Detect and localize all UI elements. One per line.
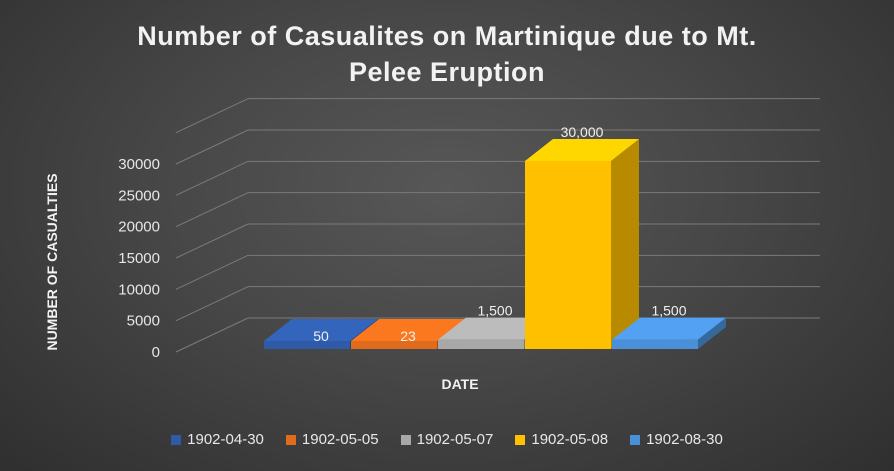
bar-0 (264, 341, 350, 349)
legend-item-4: 1902-08-30 (630, 431, 723, 448)
y-tick-label-1: 5000 (127, 313, 160, 330)
legend-swatch-2 (400, 434, 411, 445)
bar-side-3 (611, 139, 639, 349)
bar-top-3 (525, 139, 639, 161)
legend-swatch-1 (285, 434, 296, 445)
grid-diagonal-4 (175, 192, 249, 228)
y-tick-label-5: 25000 (118, 187, 160, 204)
chart-title: Number of Casualites on Martinique due t… (0, 18, 894, 90)
grid-diagonal-0 (175, 317, 249, 353)
bar-4 (612, 339, 698, 349)
grid-diagonal-6 (175, 129, 249, 165)
bar-top-1 (351, 319, 465, 341)
grid-diagonal-1 (175, 286, 249, 322)
bar-2 (438, 339, 524, 349)
y-axis-title: NUMBER OF CASUALTIES (44, 173, 60, 351)
y-tick-label-4: 20000 (118, 219, 160, 236)
legend-label-2: 1902-05-07 (416, 431, 494, 448)
legend-item-2: 1902-05-07 (400, 431, 494, 448)
legend-item-0: 1902-04-30 (171, 431, 264, 448)
data-label-3: 30,000 (561, 124, 604, 140)
chart-title-line-1: Number of Casualites on Martinique due t… (137, 21, 757, 51)
chart-title-line-2: Pelee Eruption (348, 57, 546, 87)
y-tick-label-6: 30000 (118, 156, 160, 173)
x-axis-title: DATE (441, 376, 479, 392)
bar-side-4 (698, 317, 726, 349)
bar-3 (525, 161, 611, 349)
grid-diagonal-3 (175, 223, 249, 259)
data-label-0: 50 (313, 328, 329, 344)
legend-label-4: 1902-08-30 (646, 431, 723, 448)
legend-swatch-4 (630, 434, 641, 445)
legend-label-1: 1902-05-05 (301, 431, 379, 448)
data-label-1: 23 (400, 328, 416, 344)
data-label-4: 1,500 (651, 303, 686, 319)
bar-top-0 (264, 319, 378, 341)
legend: 1902-04-30 1902-05-05 1902-05-07 1902-05-08… (0, 431, 894, 448)
y-tick-label-0: 0 (152, 344, 160, 361)
y-tick-label-2: 10000 (118, 281, 160, 298)
legend-swatch-3 (515, 434, 526, 445)
legend-label-0: 1902-04-30 (187, 431, 264, 448)
bar-1 (351, 341, 437, 349)
legend-item-1: 1902-05-05 (285, 431, 379, 448)
legend-label-3: 1902-05-08 (531, 431, 609, 448)
bar-top-2 (438, 317, 552, 340)
legend-swatch-0 (171, 434, 182, 445)
legend-item-3: 1902-05-08 (515, 431, 608, 448)
data-label-2: 1,500 (477, 303, 512, 319)
bar-top-4 (612, 317, 726, 340)
grid-diagonal-2 (175, 254, 249, 290)
grid-diagonal-7 (175, 98, 249, 134)
y-tick-label-3: 15000 (118, 250, 160, 267)
grid-diagonal-5 (175, 160, 249, 196)
